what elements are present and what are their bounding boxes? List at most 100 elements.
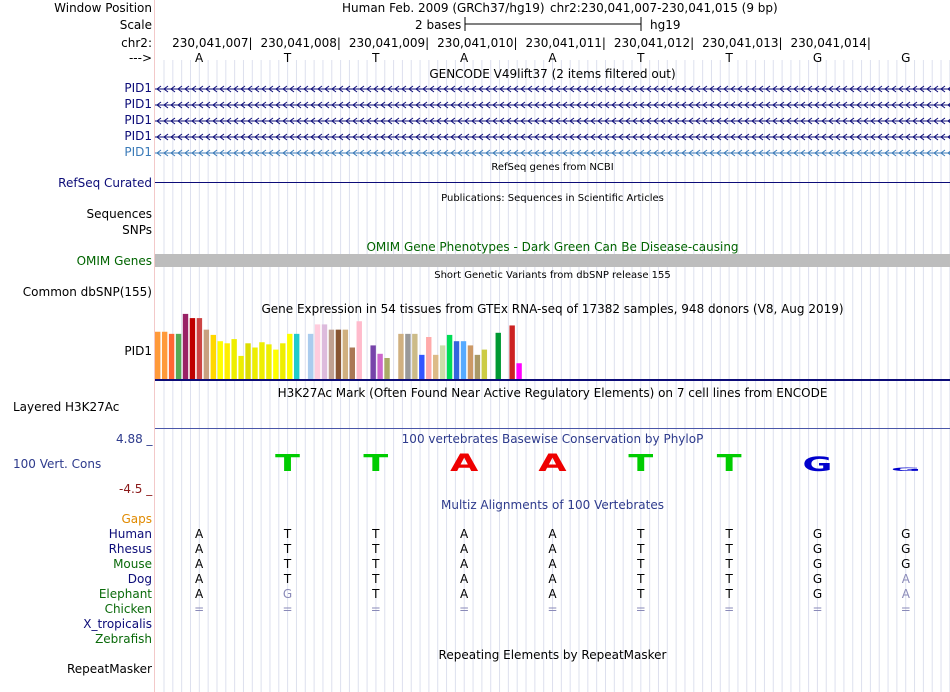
gencode-title: GENCODE V49lift37 (2 items filtered out)	[429, 67, 676, 81]
cons-letter: A	[450, 449, 478, 477]
gtex-bar	[439, 345, 446, 379]
multiz-title: Multiz Alignments of 100 Vertebrates	[440, 498, 665, 512]
cons-max: 4.88 _	[116, 432, 153, 446]
refseq-title: RefSeq genes from NCBI	[491, 162, 614, 173]
gencode-transcript[interactable]	[155, 100, 950, 110]
repeatmasker-label[interactable]: RepeatMasker	[66, 662, 152, 676]
multiz-base: G	[901, 557, 911, 571]
multiz-base: G	[812, 557, 823, 571]
gtex-bar	[370, 345, 376, 379]
sequence-base: G	[901, 51, 911, 65]
multiz-species-label[interactable]: Chicken	[104, 602, 152, 616]
gtex-bar	[321, 324, 328, 379]
multiz-base: T	[725, 542, 733, 556]
label-separator	[154, 0, 155, 692]
sequence-base: A	[195, 51, 204, 65]
multiz-species-label[interactable]: Elephant	[98, 587, 152, 601]
chrom-label: chr2:	[121, 36, 152, 50]
gtex-bar	[377, 353, 383, 379]
snps-label[interactable]: SNPs	[122, 223, 152, 237]
omim-bar[interactable]	[155, 254, 950, 267]
sequence-base: A	[460, 51, 469, 65]
multiz-base: T	[372, 587, 380, 601]
gtex-bar	[175, 333, 182, 379]
multiz-base: A	[548, 542, 557, 556]
dbsnp-label[interactable]: Common dbSNP(155)	[22, 285, 152, 299]
multiz-species-label[interactable]: Rhesus	[108, 542, 152, 556]
gtex-title: Gene Expression in 54 tissues from GTEx …	[261, 302, 844, 316]
gtex-label[interactable]: PID1	[124, 344, 152, 358]
gencode-item-label[interactable]: PID1	[124, 97, 152, 111]
gtex-bar	[481, 349, 488, 379]
multiz-base: T	[637, 542, 645, 556]
gencode-item-label[interactable]: PID1	[124, 113, 152, 127]
multiz-species-label[interactable]: Dog	[127, 572, 152, 586]
gtex-bar	[231, 339, 237, 379]
multiz-base: =	[812, 602, 823, 616]
ruler-tick-label: 230,041,012|	[613, 36, 695, 50]
multiz-species-label[interactable]: Mouse	[113, 557, 152, 571]
sequences-label[interactable]: Sequences	[86, 207, 152, 221]
h3k27ac-title: H3K27Ac Mark (Often Found Near Active Re…	[277, 386, 828, 400]
gencode-transcript[interactable]	[155, 148, 950, 158]
ruler-tick-label: 230,041,007|	[172, 36, 253, 50]
gtex-bar	[474, 354, 481, 379]
ruler-tick-label: 230,041,014|	[790, 36, 871, 50]
multiz-base: G	[812, 572, 823, 586]
scale-label: Scale	[119, 18, 152, 32]
gtex-bar	[155, 331, 161, 379]
gtex-bar	[412, 333, 418, 379]
multiz-base: =	[547, 602, 558, 616]
cons-letter: G	[803, 453, 833, 476]
multiz-species-label[interactable]: Human	[108, 527, 152, 541]
gtex-bar	[287, 333, 293, 379]
multiz-base: T	[372, 557, 380, 571]
gtex-bar	[224, 343, 230, 379]
sequence-base: T	[725, 51, 733, 65]
multiz-base: T	[283, 572, 292, 586]
cons-label[interactable]: 100 Vert. Cons	[13, 457, 102, 471]
gtex-bar	[307, 333, 314, 379]
ruler-tick-label: 230,041,009|	[348, 36, 430, 50]
multiz-base: A	[195, 527, 204, 541]
gaps-label[interactable]: Gaps	[121, 512, 152, 526]
sequence-base: T	[283, 51, 292, 65]
gtex-bar	[335, 329, 342, 379]
h3k27ac-label[interactable]: Layered H3K27Ac	[13, 400, 120, 414]
gtex-bar	[349, 347, 355, 379]
gtex-bar	[467, 345, 474, 379]
gtex-bar	[203, 329, 210, 379]
multiz-base: T	[637, 527, 645, 541]
multiz-base: A	[548, 572, 557, 586]
gencode-item-label[interactable]: PID1	[124, 81, 152, 95]
scale-bar	[464, 17, 642, 31]
gencode-transcript[interactable]	[155, 116, 950, 126]
gencode-transcript[interactable]	[155, 132, 950, 142]
gtex-bar	[342, 329, 349, 379]
gtex-chart[interactable]	[155, 313, 950, 383]
multiz-base: A	[195, 542, 204, 556]
gtex-bar	[168, 333, 175, 379]
refseq-label[interactable]: RefSeq Curated	[58, 176, 152, 190]
ruler-tick-label: 230,041,011|	[525, 36, 606, 50]
gtex-bar	[273, 349, 279, 379]
gtex-bar	[356, 321, 362, 379]
gtex-bar	[314, 324, 321, 379]
gtex-bar	[252, 347, 258, 379]
gencode-item-label[interactable]: PID1	[124, 145, 152, 159]
multiz-species-label[interactable]: X_tropicalis	[83, 617, 152, 631]
ruler-tick-label: 230,041,013|	[702, 36, 783, 50]
gtex-bar	[405, 333, 411, 379]
dbsnp-title: Short Genetic Variants from dbSNP releas…	[434, 270, 671, 281]
h3k27ac-line	[155, 428, 950, 429]
multiz-base: A	[901, 572, 910, 586]
omim-label[interactable]: OMIM Genes	[76, 254, 152, 268]
gencode-item-label[interactable]: PID1	[124, 129, 152, 143]
multiz-species-label[interactable]: Zebrafish	[95, 632, 152, 646]
multiz-base: T	[283, 557, 292, 571]
multiz-base: A	[548, 527, 557, 541]
multiz-base: A	[460, 557, 469, 571]
gencode-transcript[interactable]	[155, 84, 950, 94]
multiz-base: T	[637, 587, 645, 601]
